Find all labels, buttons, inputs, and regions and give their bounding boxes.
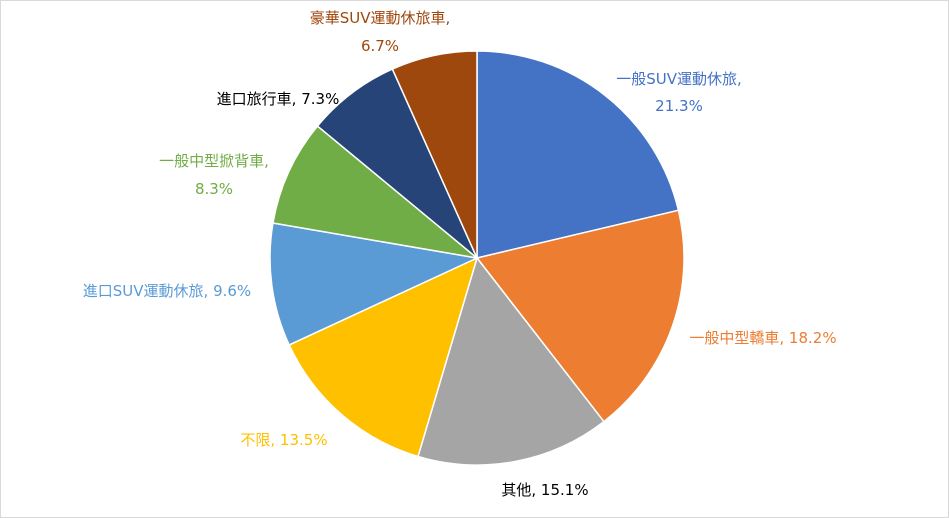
slice-label-8: 豪華SUV運動休旅車, — [310, 9, 451, 27]
pie-slice-1 — [476, 50, 680, 259]
slice-label-7: 進口旅行車, 7.3% — [217, 90, 340, 108]
slice-label-2: 一般中型轎車, 18.2% — [689, 329, 836, 347]
pie-labels: 一般SUV運動休旅, 21.3% 一般中型轎車, 18.2% 其他, 15.1% 不限,… — [83, 9, 837, 499]
slice-label-1-value: 21.3% — [655, 97, 703, 115]
slice-label-8-value: 6.7% — [361, 37, 399, 55]
pie-slice-2 — [475, 209, 685, 423]
slice-label-5: 進口SUV運動休旅, 9.6% — [83, 282, 251, 300]
pie-slice-5 — [269, 222, 480, 346]
slice-label-4: 不限, 13.5% — [240, 431, 327, 449]
pie-slice-6 — [272, 124, 480, 260]
slice-label-1: 一般SUV運動休旅, — [616, 70, 742, 88]
pie-slices — [269, 50, 685, 466]
pie-slice-3 — [417, 256, 605, 466]
slice-label-6: 一般中型掀背車, — [159, 152, 269, 170]
pie-slice-8 — [391, 50, 478, 259]
slice-label-3: 其他, 15.1% — [501, 481, 588, 499]
slice-label-6-value: 8.3% — [195, 180, 233, 198]
pie-slice-4 — [288, 256, 479, 458]
